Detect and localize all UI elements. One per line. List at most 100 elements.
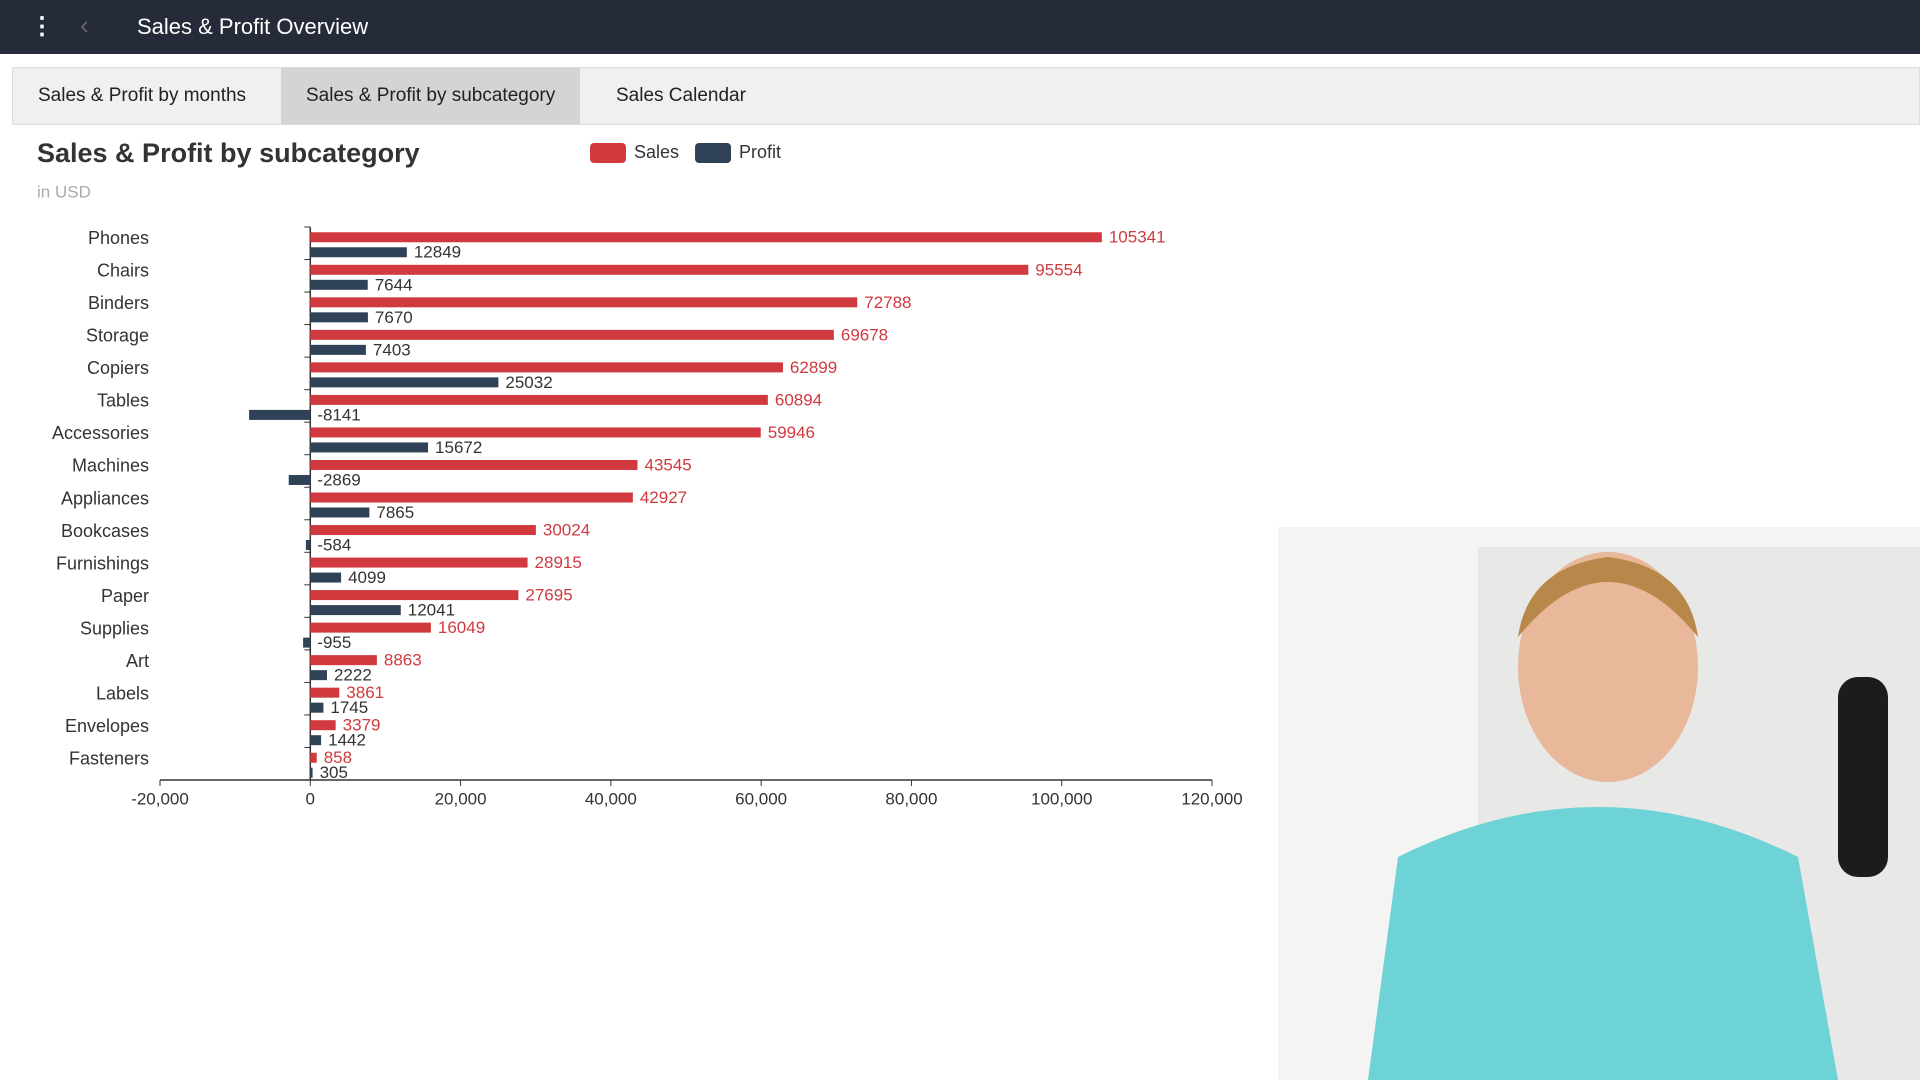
bar	[310, 557, 528, 568]
data-label: 30024	[543, 521, 590, 540]
data-label: 12849	[414, 243, 461, 262]
bar	[310, 297, 858, 308]
legend-label: Profit	[739, 142, 781, 162]
y-tick-label: Paper	[101, 586, 149, 606]
tab-bar: Sales & Profit by months Sales & Profit …	[12, 67, 1920, 125]
bar	[310, 605, 401, 616]
x-tick-label: -20,000	[131, 789, 189, 808]
data-label: 95554	[1035, 260, 1082, 279]
data-label: -2869	[317, 470, 360, 489]
x-tick-label: 20,000	[435, 789, 487, 808]
y-tick-label: Supplies	[80, 618, 149, 638]
y-tick-label: Appliances	[61, 488, 149, 508]
bar	[310, 720, 336, 731]
bar	[310, 442, 429, 453]
legend-label: Sales	[634, 142, 679, 162]
data-label: 60894	[775, 390, 822, 409]
bar	[310, 377, 499, 388]
data-label: 42927	[640, 488, 687, 507]
bar	[310, 687, 340, 698]
data-label: -955	[317, 633, 351, 652]
tab[interactable]: Sales & Profit by months	[38, 85, 247, 106]
y-tick-label: Furnishings	[56, 553, 149, 573]
webcam-video	[1278, 527, 1920, 1080]
y-tick-label: Fasteners	[69, 748, 149, 768]
bar	[310, 329, 834, 340]
x-tick-label: 80,000	[885, 789, 937, 808]
data-label: 28915	[535, 553, 582, 572]
data-label: 25032	[505, 373, 552, 392]
bar	[310, 507, 370, 518]
bar	[310, 247, 407, 258]
bar	[310, 572, 342, 583]
bar	[310, 279, 368, 290]
data-label: 27695	[525, 586, 572, 605]
bar	[288, 474, 311, 485]
data-label: 3379	[343, 716, 381, 735]
y-tick-label: Labels	[96, 683, 149, 703]
y-tick-label: Bookcases	[61, 521, 149, 541]
bar	[310, 590, 519, 601]
data-label: 105341	[1109, 228, 1166, 247]
menu-icon[interactable]: ⋮	[30, 13, 54, 40]
bar	[310, 459, 638, 470]
legend-swatch	[695, 143, 732, 163]
bar	[310, 752, 317, 763]
y-tick-label: Envelopes	[65, 716, 149, 736]
back-icon[interactable]: ‹	[80, 10, 89, 40]
y-tick-label: Phones	[88, 228, 149, 248]
chart-title: Sales & Profit by subcategory	[37, 138, 420, 168]
bar	[310, 264, 1029, 275]
y-tick-label: Tables	[97, 391, 149, 411]
data-label: 4099	[348, 568, 386, 587]
data-label: -584	[317, 536, 351, 555]
page-title: Sales & Profit Overview	[137, 14, 369, 39]
x-tick-label: 100,000	[1031, 789, 1092, 808]
y-tick-label: Chairs	[97, 261, 149, 281]
shirt	[1368, 807, 1838, 1080]
bar	[310, 622, 431, 633]
data-label: 12041	[408, 601, 455, 620]
data-label: 7670	[375, 308, 413, 327]
chart-subtitle: in USD	[37, 182, 91, 201]
top-bar: ⋮ ‹ Sales & Profit Overview	[0, 0, 1920, 54]
data-label: 2222	[334, 666, 372, 685]
data-label: 858	[324, 748, 352, 767]
data-label: 15672	[435, 438, 482, 457]
bar	[310, 344, 366, 355]
bar	[310, 232, 1102, 243]
y-tick-label: Art	[126, 651, 149, 671]
legend-swatch	[590, 143, 626, 163]
bar	[310, 312, 368, 323]
data-label: 3861	[346, 683, 384, 702]
data-label: 43545	[644, 455, 691, 474]
y-tick-label: Storage	[86, 326, 149, 346]
data-label: 7644	[375, 275, 413, 294]
bar	[305, 540, 311, 551]
bar	[310, 492, 633, 503]
data-label: 1442	[328, 731, 366, 750]
bar	[310, 670, 327, 681]
bar	[310, 394, 768, 405]
data-label: 7403	[373, 340, 411, 359]
tab[interactable]: Sales Calendar	[616, 85, 746, 106]
face	[1518, 552, 1698, 782]
data-label: 8863	[384, 651, 422, 670]
data-label: 305	[320, 763, 348, 782]
data-label: 1745	[330, 698, 368, 717]
y-tick-label: Copiers	[87, 358, 149, 378]
bar	[310, 655, 377, 666]
bar	[310, 702, 324, 713]
data-label: 62899	[790, 358, 837, 377]
chart: Sales & Profit by subcategory in USD Sal…	[37, 138, 1243, 808]
bar	[249, 409, 311, 420]
bar	[303, 637, 311, 648]
tab[interactable]: Sales & Profit by subcategory	[281, 68, 581, 124]
x-tick-label: 120,000	[1181, 789, 1242, 808]
data-label: 59946	[768, 423, 815, 442]
bar	[310, 767, 313, 778]
bar	[310, 362, 783, 373]
bar	[310, 735, 322, 746]
y-tick-label: Machines	[72, 456, 149, 476]
